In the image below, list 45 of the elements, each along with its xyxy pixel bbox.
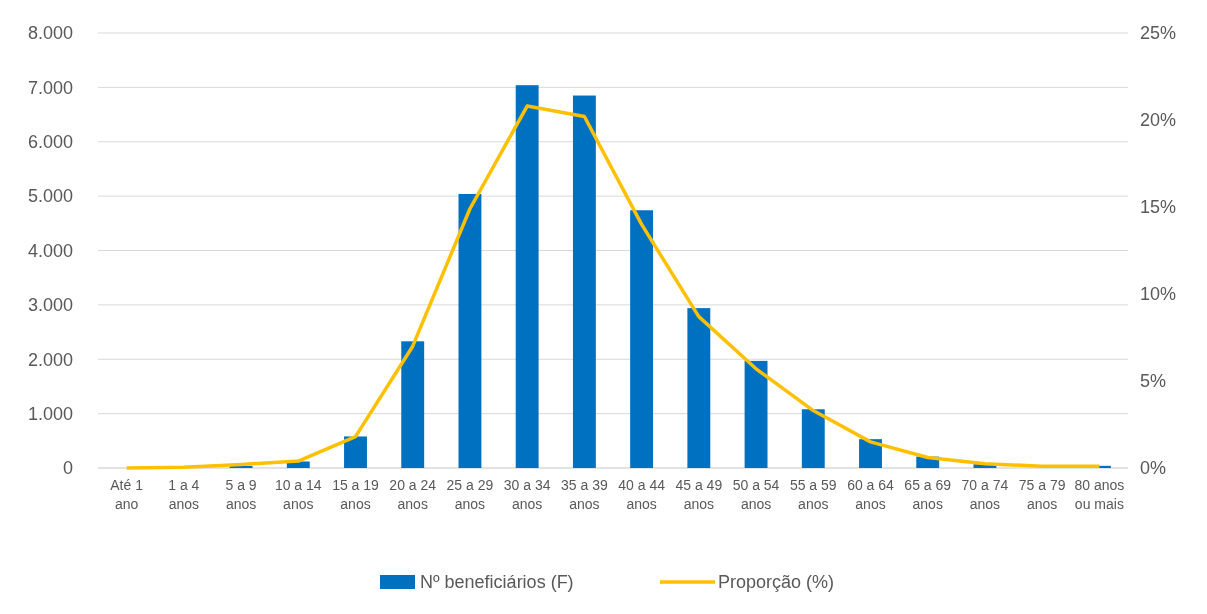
x-tick-label: 75 a 79 anos [1018, 477, 1066, 512]
x-tick-label: 25 a 29 anos [446, 477, 494, 512]
x-tick-label: 65 a 69 anos [904, 477, 952, 512]
y2-tick-label: 10% [1140, 284, 1177, 305]
x-tick-label: 45 a 49 anos [675, 477, 723, 512]
y-tick-label: 1.000 [27, 403, 73, 424]
bar [744, 360, 768, 468]
y-tick-label: 5.000 [27, 186, 73, 207]
bar [344, 436, 367, 468]
y-tick-label: 3.000 [27, 295, 73, 316]
y2-tick-label: 25% [1140, 23, 1177, 44]
y-tick-label: 0 [62, 458, 73, 479]
x-tick-label: Até 1 ano [110, 477, 144, 512]
y2-tick-label: 15% [1140, 197, 1177, 218]
x-tick-label: 50 a 54 anos [732, 477, 780, 512]
x-tick-label: 70 a 74 anos [961, 477, 1009, 512]
x-tick-label: 5 a 9 anos [225, 477, 257, 512]
bar [401, 341, 425, 468]
x-tick-label: 20 a 24 anos [389, 477, 437, 512]
y2-tick-label: 0% [1140, 458, 1167, 479]
x-tick-label: 30 a 34 anos [503, 477, 551, 512]
bar [859, 439, 882, 468]
x-tick-label: 1 a 4 anos [168, 477, 200, 512]
y2-tick-label: 20% [1140, 110, 1177, 131]
legend-label: Proporção (%) [718, 572, 835, 593]
bar [458, 193, 482, 468]
bar [801, 409, 825, 468]
bar [572, 95, 596, 468]
y-tick-label: 6.000 [27, 132, 73, 153]
y2-tick-label: 5% [1140, 371, 1167, 392]
y-tick-label: 7.000 [27, 77, 73, 98]
x-tick-label: 15 a 19 anos [332, 477, 380, 512]
x-tick-label: 10 a 14 anos [274, 477, 322, 512]
y-tick-label: 2.000 [27, 349, 73, 370]
x-tick-label: 35 a 39 anos [561, 477, 608, 512]
x-tick-label: 60 a 64 anos [847, 477, 895, 512]
bar [515, 85, 539, 468]
x-tick-label: 55 a 59 anos [789, 477, 837, 512]
x-tick-label: 80 anos ou mais [1074, 477, 1125, 512]
y-tick-label: 4.000 [27, 240, 73, 261]
legend-label: Nº beneficiários (F) [420, 572, 574, 593]
bar [687, 308, 711, 468]
bar [630, 210, 654, 468]
x-tick-label: 40 a 44 anos [618, 477, 666, 512]
y-tick-label: 8.000 [27, 23, 73, 44]
